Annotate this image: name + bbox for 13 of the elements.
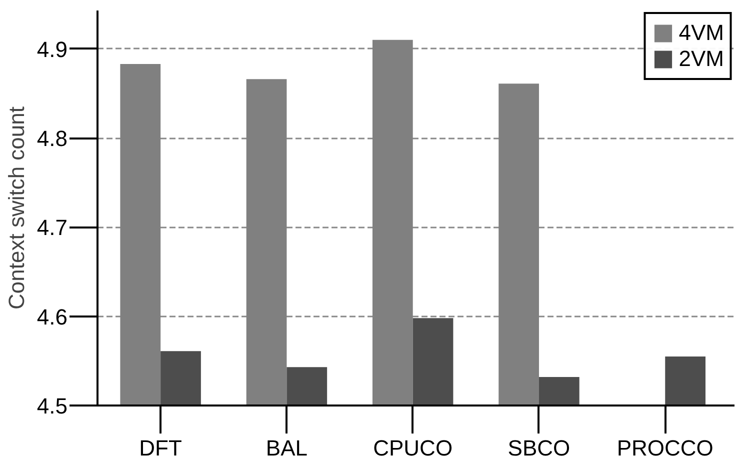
y-tick-label: 4.5 [36, 394, 68, 418]
legend-label: 2VM [678, 46, 724, 72]
x-tick-label: PROCCO [616, 436, 714, 460]
x-tick-label: CPUCO [373, 436, 453, 460]
x-tick-label: DFT [139, 436, 182, 460]
y-tick-label: 4.9 [36, 36, 68, 62]
legend-label: 4VM [678, 20, 724, 46]
y-axis-title: Context switch count [4, 106, 29, 310]
y-tick-label: 4.6 [36, 304, 68, 330]
x-tick-label: BAL [266, 436, 308, 460]
x-tick-label: SBCO [508, 436, 570, 460]
y-tick-label: 4.7 [36, 215, 68, 240]
y-tick-label: 4.8 [36, 126, 68, 152]
